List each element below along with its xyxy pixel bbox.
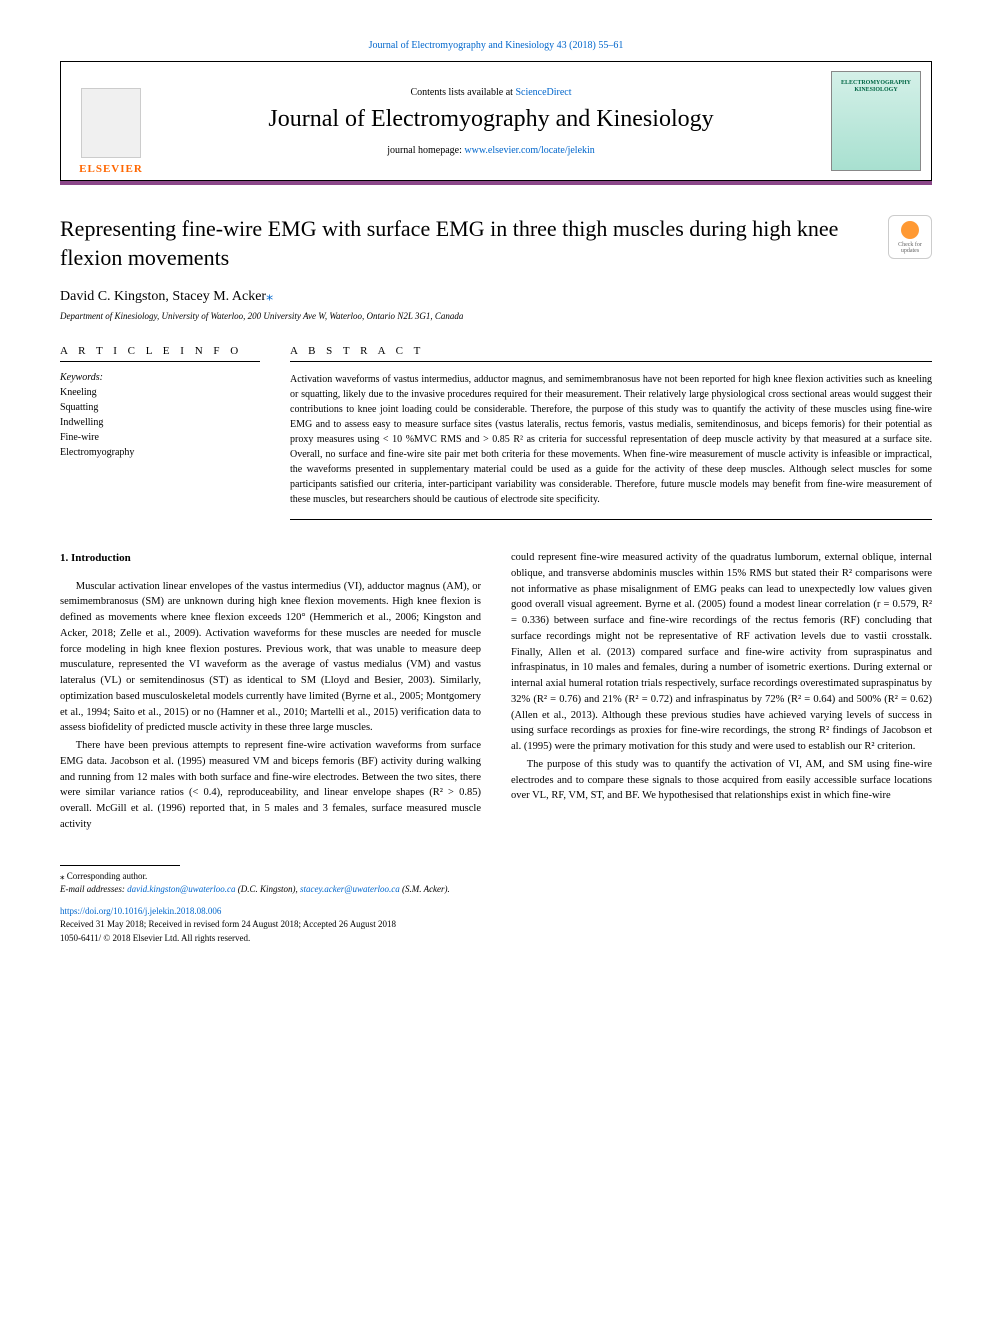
- contents-text: Contents lists available at: [410, 87, 515, 98]
- email-name-2: (S.M. Acker).: [400, 884, 450, 894]
- title-row: Representing fine-wire EMG with surface …: [60, 215, 932, 272]
- info-abstract-row: A R T I C L E I N F O Keywords: Kneeling…: [60, 345, 932, 520]
- corr-marker[interactable]: ⁎: [266, 289, 273, 304]
- footer-rule: [60, 865, 180, 866]
- body-paragraph: The purpose of this study was to quantif…: [511, 757, 932, 804]
- body-columns: 1. Introduction Muscular activation line…: [60, 550, 932, 835]
- received-line: Received 31 May 2018; Received in revise…: [60, 918, 932, 932]
- updates-icon: [901, 221, 919, 239]
- accent-bar: [60, 181, 932, 185]
- updates-label: Check for updates: [889, 242, 931, 254]
- abstract-text: Activation waveforms of vastus intermedi…: [290, 372, 932, 507]
- citation-link[interactable]: Journal of Electromyography and Kinesiol…: [369, 40, 624, 51]
- footer: ⁎ Corresponding author. E-mail addresses…: [60, 865, 932, 946]
- homepage-text: journal homepage:: [387, 145, 464, 156]
- keyword: Indwelling: [60, 415, 260, 430]
- sciencedirect-link[interactable]: ScienceDirect: [515, 87, 571, 98]
- info-rule: [60, 361, 260, 362]
- corr-author-note: ⁎ Corresponding author.: [60, 870, 932, 884]
- cover-block: ELECTROMYOGRAPHY KINESIOLOGY: [821, 62, 931, 180]
- body-column-right: could represent fine-wire measured activ…: [511, 550, 932, 835]
- cover-title-2: KINESIOLOGY: [854, 87, 897, 94]
- contents-line: Contents lists available at ScienceDirec…: [410, 87, 571, 98]
- abstract-column: A B S T R A C T Activation waveforms of …: [290, 345, 932, 520]
- keyword: Electromyography: [60, 445, 260, 460]
- abstract-rule-bottom: [290, 519, 932, 520]
- journal-name: Journal of Electromyography and Kinesiol…: [268, 106, 713, 133]
- email-link-1[interactable]: david.kingston@uwaterloo.ca: [127, 884, 235, 894]
- author-names: David C. Kingston, Stacey M. Acker: [60, 289, 266, 304]
- email-label: E-mail addresses:: [60, 884, 127, 894]
- homepage-line: journal homepage: www.elsevier.com/locat…: [387, 145, 595, 156]
- body-paragraph: There have been previous attempts to rep…: [60, 738, 481, 833]
- keyword: Kneeling: [60, 385, 260, 400]
- publisher-label: ELSEVIER: [79, 163, 143, 175]
- article-info-heading: A R T I C L E I N F O: [60, 345, 260, 357]
- check-updates-badge[interactable]: Check for updates: [888, 215, 932, 259]
- doi-link[interactable]: https://doi.org/10.1016/j.jelekin.2018.0…: [60, 905, 932, 919]
- authors: David C. Kingston, Stacey M. Acker⁎: [60, 288, 932, 305]
- affiliation: Department of Kinesiology, University of…: [60, 311, 932, 321]
- homepage-link[interactable]: www.elsevier.com/locate/jelekin: [464, 145, 594, 156]
- body-column-left: 1. Introduction Muscular activation line…: [60, 550, 481, 835]
- email-link-2[interactable]: stacey.acker@uwaterloo.ca: [300, 884, 400, 894]
- copyright-line: 1050-6411/ © 2018 Elsevier Ltd. All righ…: [60, 932, 932, 946]
- keyword: Squatting: [60, 400, 260, 415]
- intro-heading: 1. Introduction: [60, 550, 481, 567]
- journal-cover-icon: ELECTROMYOGRAPHY KINESIOLOGY: [831, 71, 921, 171]
- journal-header: ELSEVIER Contents lists available at Sci…: [60, 61, 932, 181]
- email-name-1: (D.C. Kingston),: [235, 884, 300, 894]
- abstract-rule-top: [290, 361, 932, 362]
- cover-title-1: ELECTROMYOGRAPHY: [841, 80, 911, 87]
- keywords-label: Keywords:: [60, 372, 260, 383]
- body-paragraph: Muscular activation linear envelopes of …: [60, 579, 481, 737]
- article-info: A R T I C L E I N F O Keywords: Kneeling…: [60, 345, 260, 520]
- article-title: Representing fine-wire EMG with surface …: [60, 215, 888, 272]
- header-center: Contents lists available at ScienceDirec…: [161, 62, 821, 180]
- publisher-block: ELSEVIER: [61, 62, 161, 180]
- email-line: E-mail addresses: david.kingston@uwaterl…: [60, 883, 932, 897]
- body-paragraph: could represent fine-wire measured activ…: [511, 550, 932, 755]
- keyword: Fine-wire: [60, 430, 260, 445]
- elsevier-tree-icon: [81, 88, 141, 158]
- keywords-list: Kneeling Squatting Indwelling Fine-wire …: [60, 385, 260, 460]
- header-citation: Journal of Electromyography and Kinesiol…: [60, 40, 932, 51]
- abstract-heading: A B S T R A C T: [290, 345, 932, 357]
